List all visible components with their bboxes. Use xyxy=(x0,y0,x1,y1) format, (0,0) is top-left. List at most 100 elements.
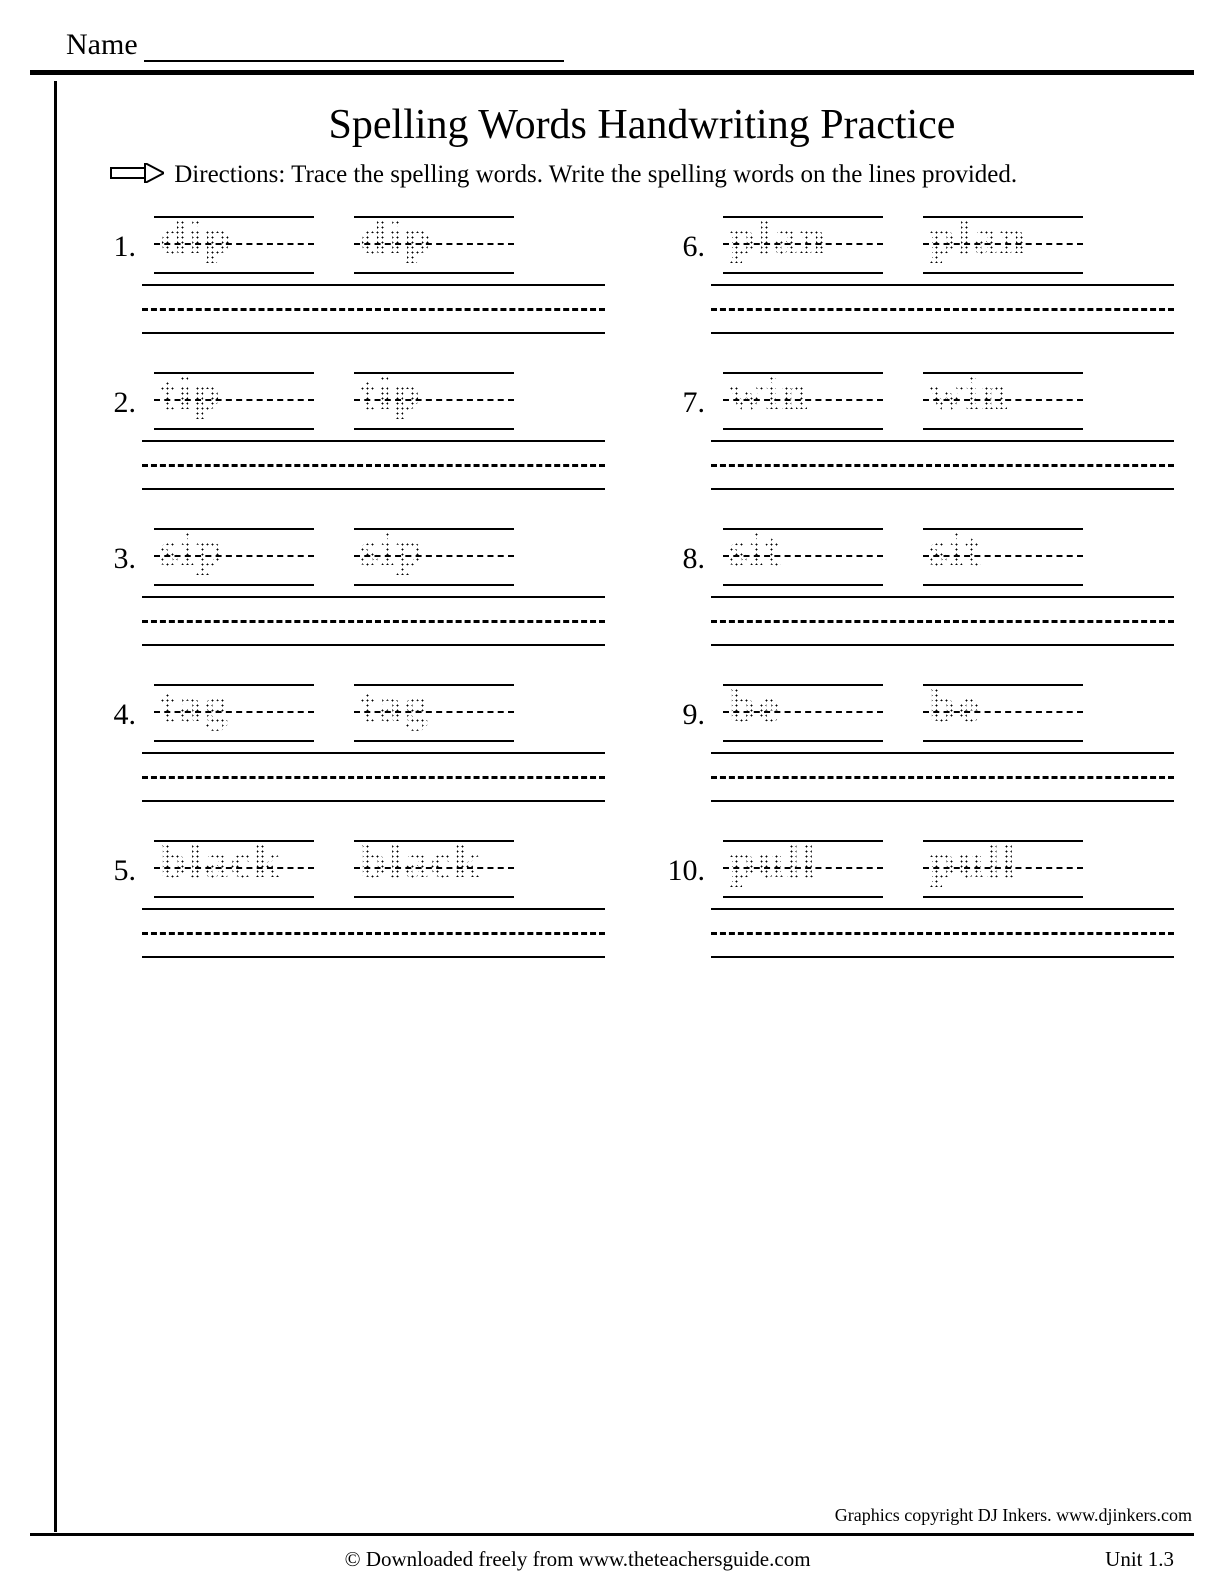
trace-text: sip xyxy=(360,522,425,577)
worksheet-page: Name Spelling Words Handwriting Practice… xyxy=(0,0,1224,1584)
trace-words: pull pull xyxy=(723,836,1174,898)
item-number: 5. xyxy=(96,854,136,898)
word-item: 8.sitsit xyxy=(665,524,1174,646)
writing-lines[interactable] xyxy=(142,596,605,646)
word-item: 1. dip dip xyxy=(96,212,605,334)
trace-words: sit sit xyxy=(723,524,1174,586)
trace-text: black xyxy=(360,834,482,889)
trace-word[interactable]: sit xyxy=(723,524,883,586)
trace-row: 8.sitsit xyxy=(665,524,1174,586)
trace-words: tag tag xyxy=(154,680,605,742)
item-number: 9. xyxy=(665,698,705,742)
trace-word[interactable]: tag xyxy=(154,680,314,742)
right-column: 6.planplan7.winwin8.sitsit9.bebe10.pullp… xyxy=(665,212,1174,992)
trace-word[interactable]: tip xyxy=(354,368,514,430)
trace-word[interactable]: sip xyxy=(354,524,514,586)
trace-word[interactable]: plan xyxy=(923,212,1083,274)
item-number: 10. xyxy=(665,854,705,898)
trace-words: black black xyxy=(154,836,605,898)
trace-row: 2. tip tip xyxy=(96,368,605,430)
trace-word[interactable]: pull xyxy=(923,836,1083,898)
writing-lines[interactable] xyxy=(711,440,1174,490)
trace-row: 7. win win xyxy=(665,368,1174,430)
trace-words: sip sip xyxy=(154,524,605,586)
page-title: Spelling Words Handwriting Practice xyxy=(90,101,1194,149)
writing-lines[interactable] xyxy=(142,440,605,490)
content-area: Spelling Words Handwriting Practice Dire… xyxy=(90,75,1194,992)
trace-word[interactable]: win xyxy=(923,368,1083,430)
writing-lines[interactable] xyxy=(142,908,605,958)
trace-text: win xyxy=(929,366,1010,421)
writing-lines[interactable] xyxy=(142,284,605,334)
name-input-line[interactable] xyxy=(144,34,564,62)
trace-row: 10. pull pull xyxy=(665,836,1174,898)
trace-text: be xyxy=(729,678,781,733)
trace-word[interactable]: dip xyxy=(154,212,314,274)
trace-row: 5. black black xyxy=(96,836,605,898)
trace-row: 4.tagtag xyxy=(96,680,605,742)
trace-words: dip dip xyxy=(154,212,605,274)
name-label: Name xyxy=(66,28,138,62)
writing-lines[interactable] xyxy=(142,752,605,802)
writing-lines[interactable] xyxy=(711,908,1174,958)
item-number: 6. xyxy=(665,230,705,274)
trace-word[interactable]: sip xyxy=(154,524,314,586)
trace-word[interactable]: sit xyxy=(923,524,1083,586)
word-item: 4.tagtag xyxy=(96,680,605,802)
trace-text: sit xyxy=(729,522,783,577)
footer-unit: Unit 1.3 xyxy=(1105,1547,1174,1572)
trace-text: tip xyxy=(360,366,422,421)
trace-row: 6. plan plan xyxy=(665,212,1174,274)
word-columns: 1.dipdip2.tiptip3.sipsip4.tagtag5.blackb… xyxy=(90,212,1194,992)
item-number: 1. xyxy=(96,230,136,274)
trace-text: tag xyxy=(360,678,430,733)
trace-word[interactable]: pull xyxy=(723,836,883,898)
trace-word[interactable]: tag xyxy=(354,680,514,742)
trace-text: plan xyxy=(929,210,1028,265)
writing-lines[interactable] xyxy=(711,284,1174,334)
trace-text: tip xyxy=(160,366,222,421)
trace-text: win xyxy=(729,366,810,421)
trace-text: pull xyxy=(729,834,817,889)
left-vertical-rule xyxy=(54,81,57,1532)
trace-words: tip tip xyxy=(154,368,605,430)
trace-text: plan xyxy=(729,210,828,265)
bottom-horizontal-rule xyxy=(30,1533,1194,1536)
word-item: 5. black black xyxy=(96,836,605,958)
word-item: 2. tip tip xyxy=(96,368,605,490)
item-number: 3. xyxy=(96,542,136,586)
trace-word[interactable]: be xyxy=(923,680,1083,742)
trace-word[interactable]: be xyxy=(723,680,883,742)
directions-text: Trace the spelling words. Write the spel… xyxy=(291,161,1017,188)
item-number: 7. xyxy=(665,386,705,430)
writing-lines[interactable] xyxy=(711,596,1174,646)
item-number: 2. xyxy=(96,386,136,430)
trace-word[interactable]: black xyxy=(154,836,314,898)
trace-text: dip xyxy=(160,210,233,265)
trace-words: be be xyxy=(723,680,1174,742)
trace-word[interactable]: plan xyxy=(723,212,883,274)
trace-word[interactable]: dip xyxy=(354,212,514,274)
name-row: Name xyxy=(66,28,1194,62)
directions: Directions: Trace the spelling words. Wr… xyxy=(90,157,1194,194)
trace-word[interactable]: tip xyxy=(154,368,314,430)
trace-text: sit xyxy=(929,522,983,577)
trace-text: sip xyxy=(160,522,225,577)
trace-word[interactable]: win xyxy=(723,368,883,430)
trace-text: black xyxy=(160,834,282,889)
word-item: 3. sip sip xyxy=(96,524,605,646)
trace-text: tag xyxy=(160,678,230,733)
word-item: 6. plan plan xyxy=(665,212,1174,334)
trace-text: pull xyxy=(929,834,1017,889)
graphics-credit: Graphics copyright DJ Inkers. www.djinke… xyxy=(835,1505,1192,1526)
trace-word[interactable]: black xyxy=(354,836,514,898)
trace-row: 1. dip dip xyxy=(96,212,605,274)
directions-label: Directions: xyxy=(174,161,285,188)
footer: © Downloaded freely from www.theteachers… xyxy=(30,1547,1194,1572)
arrow-right-icon xyxy=(110,158,164,194)
writing-lines[interactable] xyxy=(711,752,1174,802)
trace-words: win win xyxy=(723,368,1174,430)
trace-row: 3. sip sip xyxy=(96,524,605,586)
trace-text: dip xyxy=(360,210,433,265)
word-item: 10. pull pull xyxy=(665,836,1174,958)
